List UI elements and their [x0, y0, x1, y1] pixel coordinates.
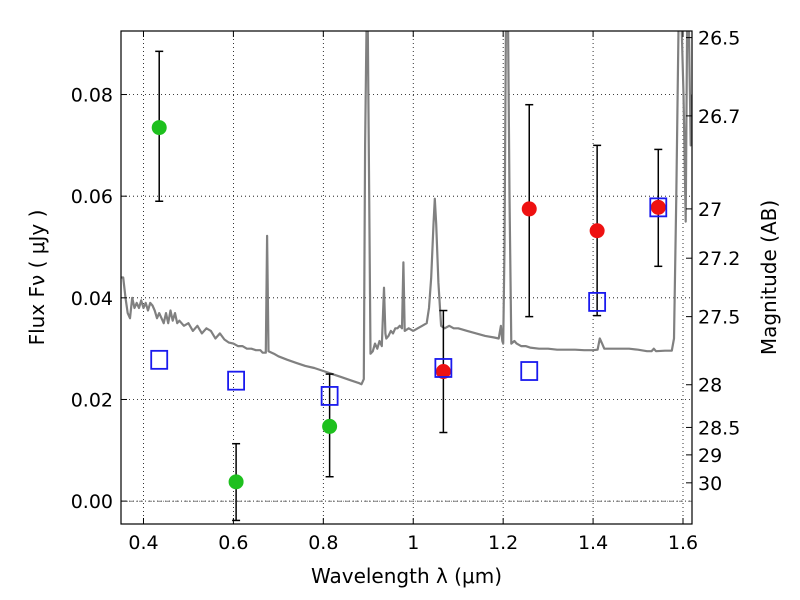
y2-tick-label: 26.7: [698, 106, 740, 128]
data-point-circle: [228, 474, 244, 490]
model-point-square: [520, 361, 539, 381]
plot-frame: [120, 30, 693, 525]
data-markers: [150, 50, 668, 522]
y-tick-label: 0.06: [71, 186, 113, 208]
x-tick-label: 1: [407, 532, 419, 554]
y2-axis-label: Magnitude (AB): [757, 200, 781, 355]
data-point-circle: [151, 120, 167, 136]
data-point-circle: [589, 223, 605, 239]
data-point-circle: [650, 199, 666, 215]
model-point-square: [150, 349, 169, 370]
y-axis-label: Flux Fν ( μJy ): [25, 210, 49, 346]
data-point-circle: [435, 364, 451, 380]
x-tick-label: 1.6: [668, 532, 698, 554]
y2-tick-label: 29: [698, 445, 722, 467]
y-tick-label: 0.02: [71, 389, 113, 411]
model-point-square: [649, 197, 668, 218]
y2-tick-label: 30: [698, 473, 722, 495]
x-axis-label: Wavelength λ (μm): [311, 564, 502, 588]
x-tick-label: 0.6: [218, 532, 248, 554]
axes: 0.4 0.6 0.8 1 1.2 1.4 1.6 0.00 0.02 0.04 0.06 0.08 2…: [71, 28, 741, 554]
y2-tick-label: 27.2: [698, 248, 740, 270]
spectrum-line: [121, 31, 692, 386]
x-tick-label: 1.2: [488, 532, 518, 554]
model-point-square: [320, 386, 339, 406]
x-tick-label: 1.4: [578, 532, 608, 554]
x-tick-label: 0.8: [308, 532, 338, 554]
x-tick-label: 0.4: [128, 532, 158, 554]
model-point-square: [588, 291, 607, 312]
data-point-circle: [322, 418, 338, 434]
model-point-square: [434, 358, 453, 378]
y-tick-label: 0.00: [71, 491, 113, 513]
grid: [121, 31, 692, 524]
model-point-square: [227, 370, 245, 391]
y2-tick-label: 27: [698, 199, 722, 221]
model-spectrum: [121, 31, 692, 386]
y2-tick-label: 27.5: [698, 307, 740, 329]
y2-tick-label: 28: [698, 375, 722, 397]
y-tick-label: 0.04: [71, 288, 113, 310]
y-tick-label: 0.08: [71, 85, 113, 107]
y2-tick-label: 26.5: [698, 28, 740, 50]
y2-tick-label: 28.5: [698, 417, 740, 439]
data-point-circle: [521, 201, 537, 217]
